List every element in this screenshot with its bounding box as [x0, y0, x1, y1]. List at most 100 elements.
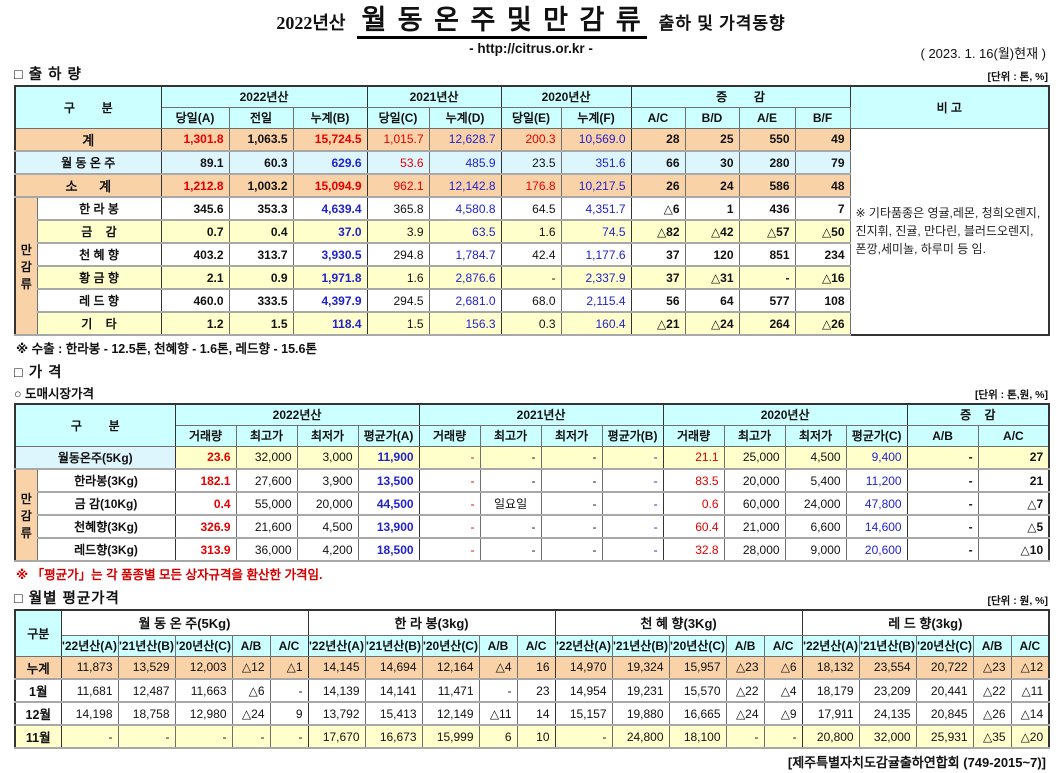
cell: 3,000: [296, 445, 359, 471]
cell: 11,681: [60, 678, 119, 704]
cell: 14,198: [60, 701, 119, 727]
cell: -: [231, 724, 271, 750]
cell: -: [763, 724, 803, 750]
cell: △6: [630, 196, 686, 222]
col-header: 당일(A): [160, 106, 230, 129]
cell: 4,639.4: [292, 196, 368, 222]
cell: 89.1: [160, 150, 230, 176]
cell: 20,800: [801, 724, 860, 750]
cell: -: [269, 678, 309, 704]
cell: 12,487: [117, 678, 176, 704]
cell: △23: [725, 655, 765, 681]
cell: △20: [1010, 724, 1050, 750]
col-header: 거래량: [418, 424, 481, 447]
document-header: 2022년산 월 동 온 주 및 만 감 류 출하 및 가격동향 - http:…: [14, 5, 1048, 61]
page-title: 월 동 온 주 및 만 감 류: [357, 5, 647, 40]
cell: 27: [977, 445, 1050, 471]
cell: 18,100: [668, 724, 727, 750]
average-price-note: ※ 「평균가」는 각 품종별 모든 상자규격을 환산한 가격임.: [16, 568, 323, 583]
cell: 60.3: [228, 150, 294, 176]
col-header: '20년산(C): [668, 634, 727, 657]
cell: -: [500, 265, 562, 291]
cell: 30: [684, 150, 740, 176]
cell: 294.8: [366, 242, 430, 268]
cell: 962.1: [366, 173, 430, 199]
cell: 20,000: [723, 468, 786, 494]
cell: 0.9: [228, 265, 294, 291]
cell: 79: [794, 150, 851, 176]
cell: 74.5: [560, 219, 632, 245]
row-label: 월동온주(5Kg): [14, 445, 176, 471]
row-label: 기 타: [36, 311, 162, 337]
col-header: 당일(E): [500, 106, 562, 129]
cell: -: [418, 491, 481, 517]
col-header: 최고가: [479, 424, 542, 447]
wholesale-price-subtitle: ○ 도매시장가격: [14, 387, 95, 402]
cell: -: [725, 724, 765, 750]
cell: 16,673: [364, 724, 423, 750]
cell: -: [601, 491, 664, 517]
cell: -: [540, 491, 603, 517]
row-label: 소 계: [14, 173, 162, 199]
col-header: 최저가: [540, 424, 603, 447]
cell: 49: [794, 127, 851, 153]
cell: 23,554: [858, 655, 917, 681]
cell: △21: [630, 311, 686, 337]
cell: 14,694: [364, 655, 423, 681]
corner-header: 구분: [14, 609, 62, 657]
cell: 32,000: [235, 445, 298, 471]
cell: △14: [1010, 701, 1050, 727]
row-label: 천혜향(3Kg): [36, 514, 176, 540]
cell: 23.5: [500, 150, 562, 176]
row-label: 레드향(3Kg): [36, 537, 176, 563]
year-group-header: 2021년산: [366, 85, 502, 108]
cell: 64: [684, 288, 740, 314]
cell: 1,177.6: [560, 242, 632, 268]
cell: 9: [269, 701, 309, 727]
cell: 60,000: [723, 491, 786, 517]
row-label: 황 금 향: [36, 265, 162, 291]
cell: 1.6: [366, 265, 430, 291]
col-header: A/E: [738, 106, 796, 129]
cell: △11: [1010, 678, 1050, 704]
cell: -: [479, 514, 542, 540]
cell: 24: [684, 173, 740, 199]
cell: △24: [684, 311, 740, 337]
col-header: 평균가(A): [357, 424, 420, 447]
website-url: - http://citrus.or.kr -: [469, 41, 593, 57]
cell: 16,665: [668, 701, 727, 727]
cell: 23: [516, 678, 556, 704]
cell: 120: [684, 242, 740, 268]
col-header: A/C: [516, 634, 556, 657]
cell: 14,141: [364, 678, 423, 704]
cell: 11,900: [357, 445, 420, 471]
price-section-title: □ 가 격: [14, 365, 63, 382]
cell: 0.3: [500, 311, 562, 337]
cell: △26: [972, 701, 1012, 727]
cell: 66: [630, 150, 686, 176]
cell: 55,000: [235, 491, 298, 517]
cell: 23.6: [174, 445, 237, 471]
cell: 1,015.7: [366, 127, 430, 153]
cell: -: [554, 724, 613, 750]
cell: 1.6: [500, 219, 562, 245]
cell: 64.5: [500, 196, 562, 222]
cell: -: [269, 724, 309, 750]
col-header: A/C: [630, 106, 686, 129]
cell: -: [479, 445, 542, 471]
cell: 20,441: [915, 678, 974, 704]
cell: 0.7: [160, 219, 230, 245]
year-group-header: 2020년산: [500, 85, 632, 108]
cell: 42.4: [500, 242, 562, 268]
cell: 25,000: [723, 445, 786, 471]
col-header: 거래량: [662, 424, 725, 447]
cell: 10,569.0: [560, 127, 632, 153]
cell: 7: [794, 196, 851, 222]
cell: 32.8: [662, 537, 725, 563]
cell: △11: [478, 701, 518, 727]
cell: △5: [977, 514, 1050, 540]
cell: 37: [630, 242, 686, 268]
cell: -: [601, 514, 664, 540]
